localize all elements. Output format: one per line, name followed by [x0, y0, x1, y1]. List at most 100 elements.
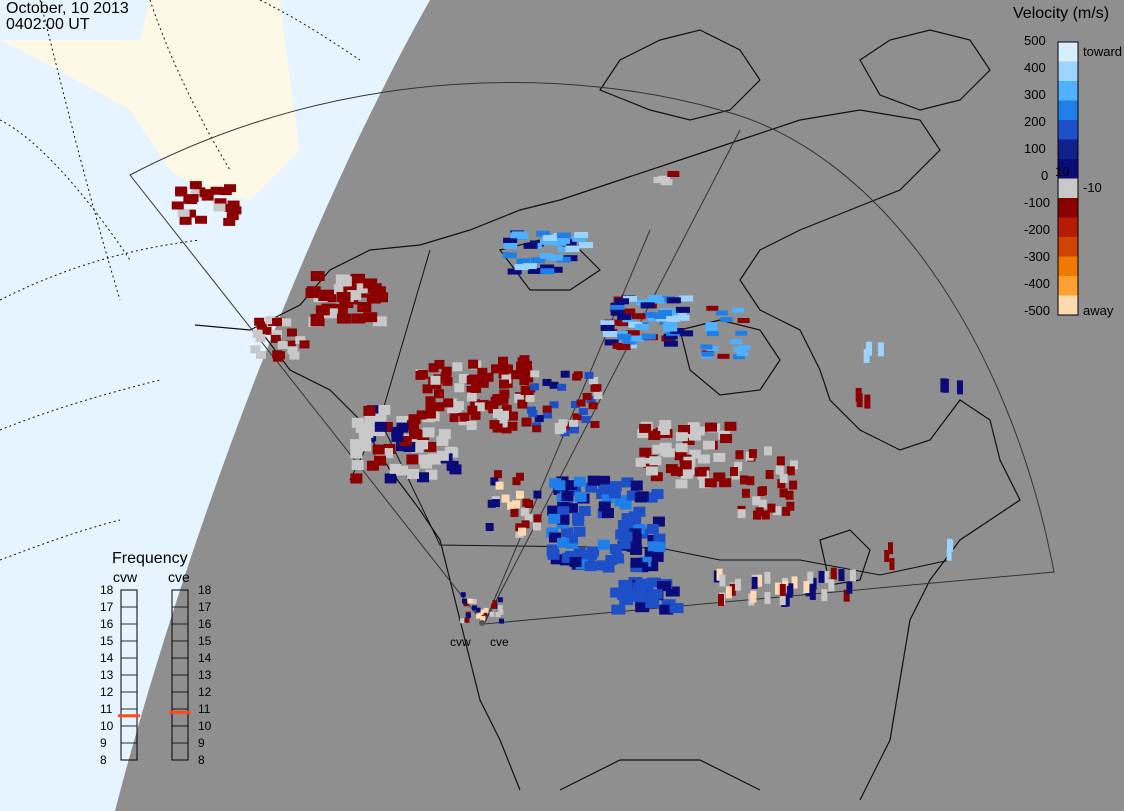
velocity-cell — [498, 379, 509, 389]
station-label-cve: cve — [490, 635, 509, 649]
velocity-cell — [630, 480, 643, 491]
velocity-cell — [515, 472, 524, 481]
colorbar-segment — [1058, 256, 1078, 276]
frequency-scale-label: 9 — [100, 736, 107, 750]
velocity-cell — [630, 557, 643, 568]
velocity-cell — [566, 538, 579, 549]
velocity-cell — [361, 427, 374, 438]
velocity-cell — [517, 357, 528, 367]
velocity-cell — [543, 411, 553, 419]
velocity-cell — [190, 189, 203, 198]
velocity-cell — [189, 181, 202, 190]
velocity-cell — [602, 330, 617, 337]
velocity-cell — [641, 592, 656, 603]
velocity-cell — [601, 493, 614, 504]
velocity-cell — [809, 587, 816, 600]
velocity-cell — [737, 509, 746, 519]
velocity-cell — [615, 298, 630, 305]
velocity-cell — [650, 472, 663, 482]
velocity-cell — [536, 230, 551, 237]
velocity-cell — [533, 490, 542, 499]
velocity-cell — [272, 350, 283, 359]
velocity-colorbar — [1057, 41, 1079, 316]
velocity-cell — [271, 330, 282, 339]
velocity-cell — [532, 522, 541, 531]
colorbar-toward-label: toward — [1083, 44, 1123, 59]
velocity-cell — [661, 599, 676, 610]
velocity-cell — [465, 613, 471, 619]
velocity-cell — [706, 331, 719, 337]
velocity-cell — [724, 421, 737, 431]
velocity-cell — [478, 609, 484, 615]
velocity-cell — [611, 604, 626, 615]
velocity-cell — [633, 506, 646, 517]
colorbar-segment — [1058, 198, 1078, 218]
velocity-cell — [678, 424, 691, 434]
velocity-cell — [786, 466, 795, 476]
velocity-cell — [363, 312, 378, 323]
velocity-cell — [436, 435, 449, 446]
velocity-cell — [480, 615, 486, 621]
velocity-cell — [877, 342, 884, 357]
velocity-cell — [729, 583, 736, 596]
colorbar-segment — [1058, 120, 1078, 140]
velocity-cell — [175, 188, 188, 197]
velocity-cell — [481, 611, 487, 617]
velocity-cell — [515, 523, 524, 532]
colorbar-tick: 0 — [1041, 168, 1049, 183]
velocity-cell — [675, 306, 690, 313]
velocity-cell — [719, 574, 726, 587]
velocity-cell — [665, 464, 678, 474]
colorbar-segment — [1058, 217, 1078, 237]
velocity-cell — [719, 478, 732, 488]
velocity-cell — [700, 344, 713, 350]
velocity-cell — [729, 339, 742, 345]
velocity-cell — [460, 592, 466, 598]
velocity-cell — [753, 510, 762, 520]
velocity-cell — [856, 393, 863, 408]
velocity-cell — [600, 320, 615, 327]
colorbar-tick: 200 — [1024, 114, 1046, 129]
velocity-cell — [289, 351, 300, 360]
velocity-cell — [441, 366, 452, 376]
velocity-cell — [449, 413, 460, 423]
velocity-cell — [510, 508, 519, 517]
velocity-cell — [610, 309, 625, 316]
velocity-cell — [407, 468, 420, 479]
graticule — [0, 0, 361, 561]
velocity-cell — [616, 344, 631, 351]
velocity-cell — [653, 542, 666, 553]
velocity-cell — [639, 556, 652, 567]
velocity-cell — [517, 399, 528, 409]
velocity-cell — [468, 374, 479, 384]
velocity-cell — [315, 305, 330, 316]
velocity-cells — [171, 171, 963, 624]
velocity-cell — [609, 543, 622, 554]
velocity-cell — [310, 316, 325, 327]
velocity-cell — [499, 389, 510, 399]
velocity-cell — [633, 592, 648, 603]
velocity-cell — [542, 378, 552, 386]
velocity-cell — [578, 408, 588, 416]
velocity-cell — [495, 481, 504, 490]
velocity-cell — [639, 423, 652, 433]
velocity-cell — [351, 417, 364, 428]
velocity-cell — [646, 577, 661, 588]
velocity-cell — [632, 582, 647, 593]
velocity-cell — [585, 549, 598, 560]
velocity-cell — [277, 341, 288, 350]
velocity-cell — [406, 420, 419, 431]
frequency-scale-label: 15 — [100, 634, 114, 648]
velocity-cell — [557, 537, 570, 548]
velocity-cell — [549, 381, 559, 389]
velocity-cell — [378, 405, 391, 416]
velocity-cell — [333, 284, 348, 295]
velocity-cell — [466, 421, 477, 431]
velocity-cell — [779, 473, 788, 483]
velocity-cell — [610, 305, 625, 312]
velocity-cell — [775, 465, 784, 475]
velocity-cell — [547, 505, 560, 516]
velocity-cell — [396, 415, 409, 426]
velocity-cell — [183, 209, 196, 218]
velocity-cell — [573, 526, 586, 537]
